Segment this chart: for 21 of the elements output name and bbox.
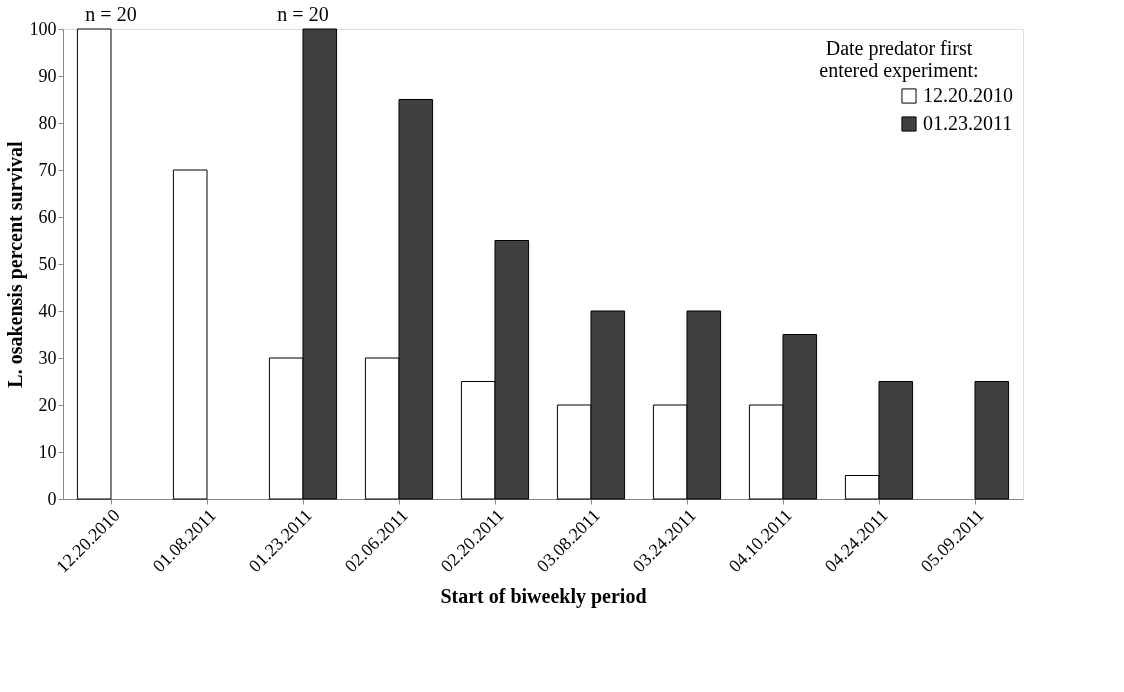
y-tick-label: 50 [38, 253, 57, 274]
y-axis-title: L. osakensis percent survival [3, 140, 27, 388]
bar [172, 169, 208, 500]
annotation: n = 20 [85, 3, 137, 25]
y-tick-label: 100 [29, 18, 57, 39]
bar [76, 28, 112, 500]
legend-label: 01.23.2011 [923, 112, 1013, 134]
y-tick-label: 40 [38, 300, 57, 321]
annotation: n = 20 [277, 3, 329, 25]
y-tick-label: 20 [38, 394, 57, 415]
y-tick-label: 60 [38, 206, 57, 227]
legend-title: Date predator first entered experiment: [819, 37, 979, 82]
y-tick-label: 0 [47, 488, 57, 509]
y-tick-label: 10 [38, 441, 57, 462]
legend-label: 12.20.2010 [923, 84, 1013, 106]
y-tick-label: 30 [38, 347, 57, 368]
y-tick-label: 70 [38, 159, 57, 180]
y-tick-label: 90 [38, 65, 57, 86]
x-axis-title: Start of biweekly period [440, 584, 647, 608]
y-tick-label: 80 [38, 112, 57, 133]
bar [974, 381, 1010, 500]
